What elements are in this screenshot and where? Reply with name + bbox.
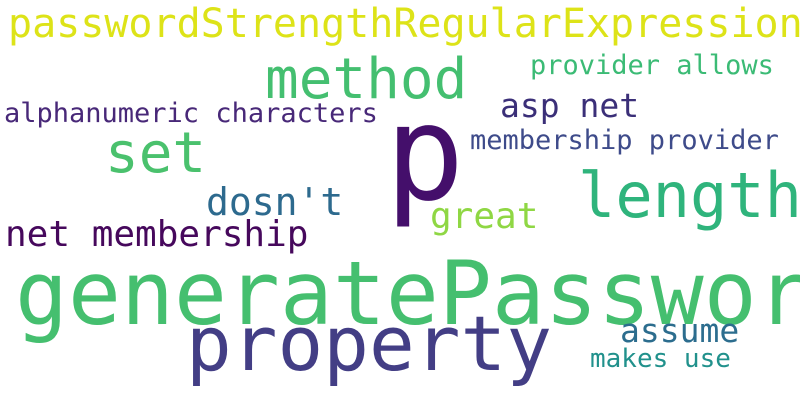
word-provider-allows: provider allows bbox=[530, 52, 774, 79]
word-asp-net: asp net bbox=[500, 89, 639, 122]
word-set: set bbox=[105, 126, 206, 182]
word-length: length bbox=[578, 165, 800, 227]
word-property: property bbox=[186, 306, 552, 382]
word-membership-provider: membership provider bbox=[470, 127, 779, 154]
word-great: great bbox=[430, 199, 538, 235]
word-passwordstrengthregularexpression: passwordStrengthRegularExpression bbox=[8, 4, 800, 44]
word-assume: assume bbox=[620, 314, 739, 347]
word-makes-use: makes use bbox=[590, 346, 731, 372]
